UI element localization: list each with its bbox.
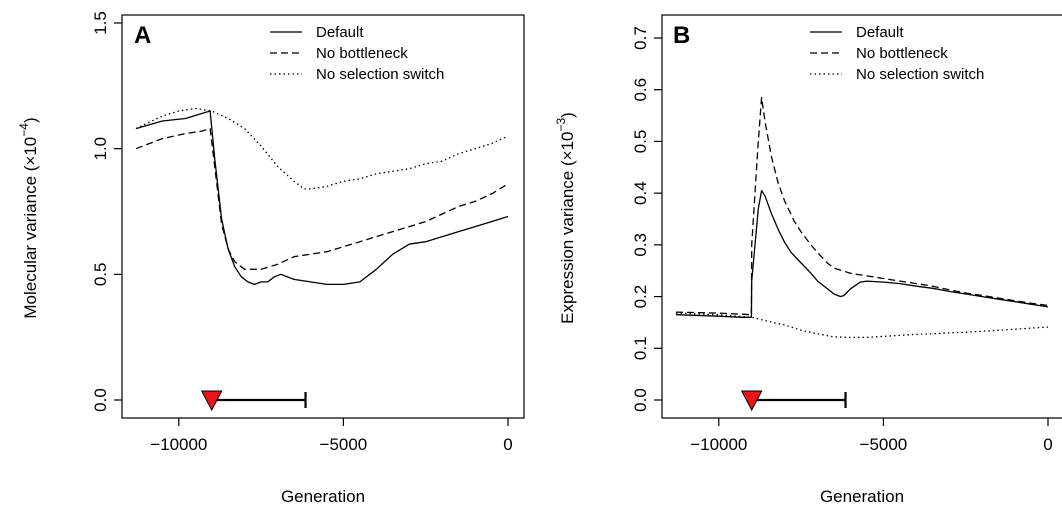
y-tick-label-a: 1.0 xyxy=(91,137,110,161)
legend-label-b-1: Default xyxy=(856,24,904,41)
y-axis-label-b-close: ) xyxy=(558,112,577,118)
y-tick-label-b: 0.1 xyxy=(631,336,650,360)
y-tick-label-b: 0.0 xyxy=(631,388,650,412)
y-axis-label-a-main: Molecular variance ( xyxy=(21,165,40,318)
y-axis-label-b-exponent: −3 xyxy=(554,118,568,132)
panel-a: A Generation Molecular variance (×10−4) … xyxy=(17,11,525,506)
event-marker-a xyxy=(200,390,223,412)
y-tick-label-b: 0.4 xyxy=(631,181,650,205)
x-tick-label-a: 0 xyxy=(503,435,512,454)
y-tick-label-b: 0.2 xyxy=(631,285,650,309)
x-tick-label-b: −5000 xyxy=(860,435,908,454)
series-line-a-default xyxy=(135,110,509,286)
y-tick-label-a: 0.5 xyxy=(91,263,110,287)
x-tick-label-b: −10000 xyxy=(690,435,747,454)
legend-label-b-2: No bottleneck xyxy=(856,45,948,62)
y-axis-label-a-exponent: −4 xyxy=(17,123,31,137)
panel-b: B Generation Expression variance (×10−3)… xyxy=(554,14,1062,506)
event-marker-b xyxy=(740,390,763,412)
series-line-b-no-bottleneck xyxy=(675,96,1049,316)
x-axis-label-a: Generation xyxy=(281,487,365,506)
plot-frame-a xyxy=(121,14,525,419)
legend-label-a-2: No bottleneck xyxy=(316,45,408,62)
series-line-b-default xyxy=(675,189,1049,318)
series-line-a-no-selection-switch xyxy=(135,107,509,190)
y-tick-label-b: 0.5 xyxy=(631,130,650,154)
x-tick-label-a: −10000 xyxy=(150,435,207,454)
y-tick-label-a: 0.0 xyxy=(91,388,110,412)
y-tick-label-b: 0.3 xyxy=(631,233,650,257)
plot-frame-b xyxy=(661,14,1062,419)
legend-label-b-3: No selection switch xyxy=(856,66,984,83)
y-axis-label-b: Expression variance (×10−3) xyxy=(554,112,577,324)
y-tick-label-b: 0.7 xyxy=(631,26,650,50)
y-axis-label-b-main: Expression variance ( xyxy=(558,160,577,324)
y-tick-label-a: 1.5 xyxy=(91,11,110,35)
legend-label-a-1: Default xyxy=(316,24,364,41)
y-axis-label-a-close: ) xyxy=(21,117,40,123)
y-axis-label-a-multiplier: ×10 xyxy=(21,137,40,166)
panel-label-a: A xyxy=(134,22,151,49)
y-axis-label-a: Molecular variance (×10−4) xyxy=(17,117,40,318)
panel-label-b: B xyxy=(673,22,690,49)
legend-label-a-3: No selection switch xyxy=(316,66,444,83)
series-line-b-no-selection-switch xyxy=(675,312,1049,339)
x-tick-label-a: −5000 xyxy=(320,435,368,454)
y-axis-label-b-multiplier: ×10 xyxy=(558,132,577,161)
series-line-a-no-bottleneck xyxy=(135,127,509,270)
x-axis-label-b: Generation xyxy=(820,487,904,506)
x-tick-label-b: 0 xyxy=(1043,435,1052,454)
y-tick-label-b: 0.6 xyxy=(631,78,650,102)
